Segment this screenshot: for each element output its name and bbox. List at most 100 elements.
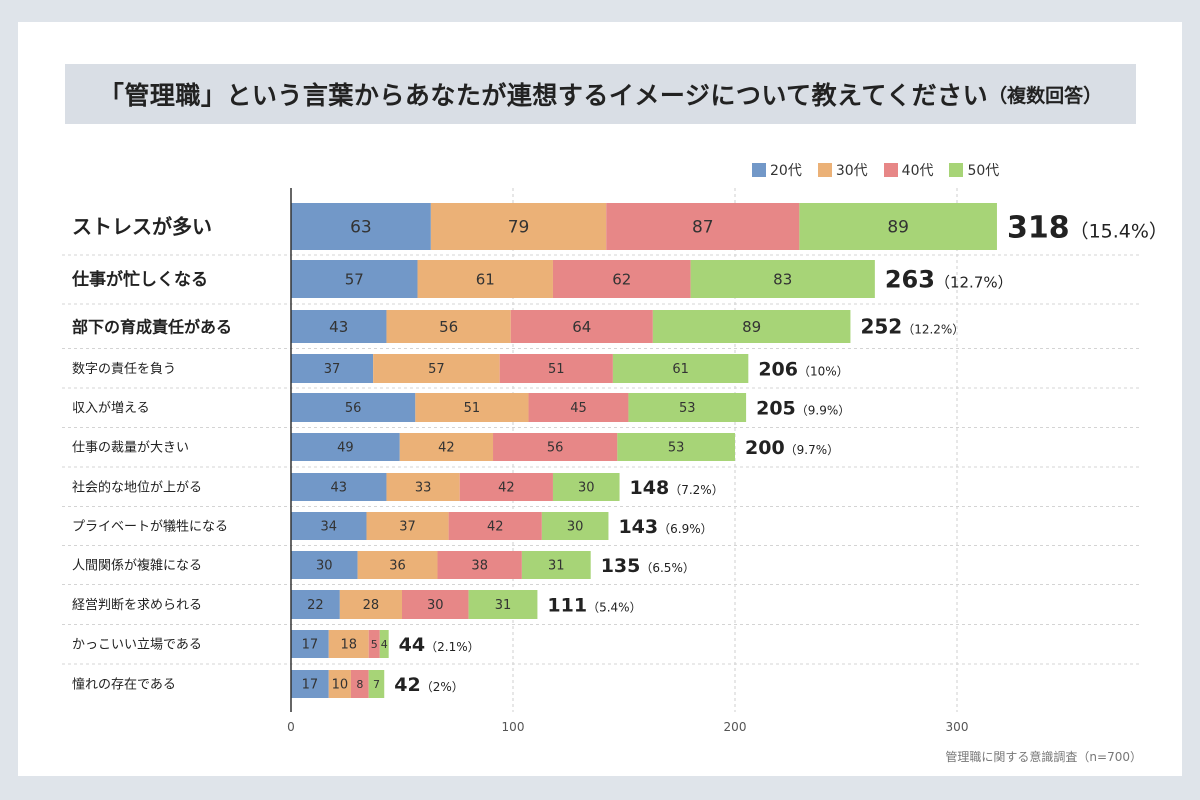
bar-segment-20s (291, 433, 400, 461)
bar-segment-20s (291, 590, 340, 619)
bar-value-label: 89 (887, 218, 909, 238)
bar-segment-30s (430, 203, 607, 250)
total-value: 111 (547, 594, 587, 616)
bar-value-label: 33 (415, 481, 432, 496)
bar-segment-40s (459, 473, 553, 501)
legend-item-30s: 30代 (817, 160, 868, 180)
bar-segment-40s (402, 590, 469, 619)
legend-label-50s: 50代 (967, 163, 1000, 179)
total-value: 42 (394, 674, 420, 696)
total-value: 148 (630, 477, 670, 499)
bar-segment-20s (291, 354, 374, 383)
legend-item-40s: 40代 (883, 160, 934, 180)
bar-segment-50s (617, 433, 735, 461)
bar-value-label: 64 (572, 318, 591, 336)
bar-value-label: 17 (302, 678, 319, 693)
category-label: 憧れの存在である (72, 678, 176, 693)
bar-value-label: 31 (548, 559, 565, 574)
bar-segment-50s (612, 354, 749, 383)
category-label: ストレスが多い (72, 215, 212, 239)
bar-segment-50s (468, 590, 538, 619)
bar-value-label: 22 (307, 598, 324, 613)
bar-value-label: 8 (356, 678, 363, 691)
bar-value-label: 43 (329, 318, 348, 336)
category-label: 人間関係が複雑になる (72, 558, 202, 574)
bar-total-label: 42（2%） (394, 674, 464, 696)
bar-value-label: 57 (345, 270, 364, 288)
bar-value-label: 87 (692, 218, 714, 238)
bar-segment-40s (493, 433, 618, 461)
bar-segment-40s (499, 354, 613, 383)
bar-segment-20s (291, 203, 431, 250)
bar-segment-40s (510, 310, 653, 343)
total-percent: （15.4%） (1070, 220, 1168, 242)
bar-total-label: 143（6.9%） (618, 516, 712, 538)
bar-segment-20s (291, 551, 358, 579)
legend-item-50s: 50代 (949, 160, 999, 180)
bar-segment-30s (339, 590, 402, 619)
chart-title-note: （複数回答） (988, 84, 1103, 107)
total-percent: （5.4%） (587, 600, 642, 614)
bar-value-label: 18 (340, 638, 357, 653)
bar-segment-30s (366, 512, 449, 540)
bar-value-label: 51 (464, 401, 481, 416)
bar-value-label: 30 (567, 520, 584, 535)
bar-segment-50s (690, 260, 875, 298)
category-label: 仕事の裁量が大きい (72, 440, 189, 456)
total-percent: （6.5%） (640, 561, 695, 575)
bar-value-label: 57 (428, 362, 445, 377)
legend-label-20s: 20代 (770, 163, 802, 179)
bar-total-label: 111（5.4%） (547, 594, 641, 616)
bar-value-label: 49 (337, 441, 354, 456)
bar-value-label: 30 (578, 481, 595, 496)
bar-value-label: 62 (612, 270, 631, 288)
bar-value-label: 42 (487, 520, 504, 535)
bar-total-label: 148（7.2%） (630, 477, 724, 499)
bar-value-label: 63 (350, 218, 372, 238)
legend-label-40s: 40代 (901, 163, 934, 179)
bar-segment-20s (291, 512, 367, 540)
bar-value-label: 28 (363, 598, 380, 613)
bar-segment-30s (399, 433, 494, 461)
x-tick-label: 100 (502, 720, 525, 734)
bar-segment-30s (386, 473, 460, 501)
bar-value-label: 42 (438, 441, 455, 456)
bar-segment-50s (628, 393, 747, 422)
bar-value-label: 42 (498, 481, 515, 496)
bar-value-label: 38 (471, 559, 488, 574)
bar-segment-30s (328, 630, 369, 658)
category-label: 収入が増える (72, 401, 150, 416)
bar-segment-50s (552, 473, 620, 501)
total-value: 200 (745, 437, 785, 459)
category-label: プライベートが犠牲になる (72, 519, 228, 535)
bar-value-label: 34 (320, 520, 337, 535)
legend-swatch-40s (883, 163, 898, 177)
bar-value-label: 37 (324, 362, 341, 377)
total-value: 252 (860, 315, 902, 339)
bar-segment-40s (350, 670, 369, 698)
bar-value-label: 7 (373, 678, 380, 691)
legend-label-30s: 30代 (835, 163, 868, 179)
bar-segment-30s (373, 354, 500, 383)
category-label: 数字の責任を負う (72, 362, 176, 377)
category-label: 経営判断を求められる (72, 598, 202, 613)
total-value: 206 (758, 358, 798, 380)
bar-value-label: 89 (742, 318, 761, 336)
bar-value-label: 56 (439, 318, 458, 336)
x-tick-label: 0 (287, 720, 295, 734)
bar-value-label: 17 (302, 638, 319, 653)
legend-swatch-30s (817, 163, 832, 177)
total-value: 263 (885, 266, 935, 294)
bar-value-label: 30 (427, 598, 444, 613)
category-label: 部下の育成責任がある (72, 317, 232, 336)
survey-footnote: 管理職に関する意識調査（n=700） (945, 750, 1142, 764)
total-value: 318 (1007, 210, 1070, 245)
total-percent: （2%） (421, 680, 464, 694)
legend-swatch-50s (949, 163, 964, 177)
total-percent: （9.7%） (785, 443, 840, 457)
bar-value-label: 10 (332, 678, 349, 693)
bar-segment-40s (437, 551, 522, 579)
bar-value-label: 31 (495, 598, 512, 613)
bar-total-label: 200（9.7%） (745, 437, 839, 459)
